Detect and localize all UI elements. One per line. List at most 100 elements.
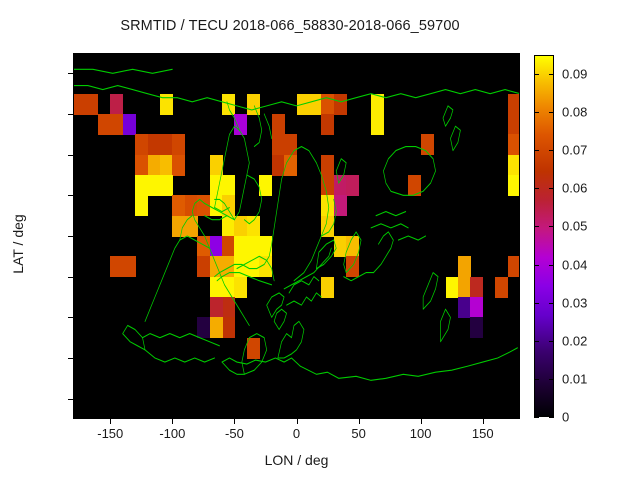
- heatmap-cell: [321, 276, 335, 298]
- colorbar-tick: [534, 188, 539, 190]
- colorbar-tick-label: 0.04: [562, 257, 588, 273]
- y-tick: [68, 195, 73, 197]
- colorbar-tick-label: 0: [562, 409, 570, 425]
- heatmap-cell: [73, 93, 87, 115]
- colorbar-tick: [534, 74, 539, 76]
- x-tick: [234, 419, 236, 424]
- heatmap-cell: [172, 134, 186, 156]
- colorbar-tick: [549, 302, 554, 304]
- coastline-svg: [73, 68, 520, 381]
- chart-title: SRMTID / TECU 2018-066_58830-2018-066_59…: [120, 18, 460, 34]
- heatmap-cell: [259, 256, 273, 278]
- map-plot-area[interactable]: [73, 53, 520, 419]
- heatmap-cell: [209, 175, 223, 196]
- heatmap-cell-layer: [73, 53, 520, 419]
- heatmap-cell: [321, 175, 335, 196]
- heatmap-cell: [172, 215, 186, 237]
- heatmap-cell: [159, 134, 173, 156]
- heatmap-cell: [445, 276, 459, 298]
- x-axis-label: LON / deg: [264, 452, 329, 468]
- heatmap-cell: [110, 114, 124, 135]
- heatmap-cell: [184, 195, 198, 217]
- heatmap-cell: [147, 134, 161, 156]
- heatmap-cell: [159, 154, 173, 176]
- heatmap-cell: [209, 276, 223, 298]
- heatmap-cell: [135, 195, 149, 217]
- colorbar-tick: [534, 264, 539, 266]
- colorbar-tick: [549, 74, 554, 76]
- colorbar-tick: [549, 150, 554, 152]
- colorbar-tick: [534, 417, 539, 418]
- heatmap-cell: [222, 236, 236, 257]
- heatmap-cell: [222, 215, 236, 237]
- heatmap-cell: [371, 93, 385, 115]
- heatmap-cell: [321, 114, 335, 135]
- x-tick-label: 100: [409, 426, 432, 441]
- heatmap-cell: [507, 256, 520, 278]
- heatmap-cell: [209, 297, 223, 318]
- heatmap-cell: [122, 256, 136, 278]
- y-tick: [68, 236, 73, 237]
- heatmap-cell: [271, 114, 285, 135]
- x-tick: [358, 419, 360, 424]
- colorbar-tick-label: 0.08: [562, 104, 588, 120]
- heatmap-cell: [333, 236, 347, 257]
- heatmap-cell: [284, 154, 298, 176]
- heatmap-cell: [333, 93, 347, 115]
- heatmap-cell: [159, 175, 173, 196]
- heatmap-cell: [222, 195, 236, 217]
- x-tick: [172, 419, 174, 424]
- x-tick: [296, 419, 298, 424]
- x-tick-label: -150: [97, 426, 124, 441]
- heatmap-cell: [470, 297, 484, 318]
- heatmap-cell: [159, 93, 173, 115]
- heatmap-cell: [209, 154, 223, 176]
- heatmap-cell: [271, 154, 285, 176]
- heatmap-cell: [234, 215, 248, 237]
- heatmap-cell: [346, 175, 360, 196]
- heatmap-cell: [135, 134, 149, 156]
- heatmap-cell: [147, 154, 161, 176]
- heatmap-cell: [197, 256, 211, 278]
- colorbar-tick-label: 0.05: [562, 218, 588, 234]
- colorbar-tick-label: 0.09: [562, 66, 588, 82]
- heatmap-cell: [246, 236, 260, 257]
- heatmap-cell: [209, 317, 223, 339]
- heatmap-cell: [122, 114, 136, 135]
- x-tick-label: -100: [159, 426, 186, 441]
- heatmap-cell: [222, 175, 236, 196]
- x-tick: [482, 419, 484, 424]
- heatmap-cell: [222, 317, 236, 339]
- heatmap-cell: [507, 154, 520, 176]
- colorbar-tick-label: 0.01: [562, 371, 588, 387]
- colorbar-tick: [549, 264, 554, 266]
- heatmap-cell: [507, 93, 520, 115]
- colorbar[interactable]: [534, 55, 554, 417]
- x-tick: [110, 419, 112, 424]
- heatmap-cell: [135, 154, 149, 176]
- colorbar-tick-label: 0.03: [562, 295, 588, 311]
- colorbar-tick: [549, 226, 554, 228]
- heatmap-cell: [85, 93, 99, 115]
- heatmap-cell: [259, 175, 273, 196]
- heatmap-cell: [321, 195, 335, 217]
- heatmap-cell: [507, 175, 520, 196]
- heatmap-cell: [371, 114, 385, 135]
- heatmap-cell: [333, 175, 347, 196]
- coastline-layer: [73, 53, 520, 419]
- heatmap-cell: [246, 215, 260, 237]
- heatmap-cell: [308, 93, 322, 115]
- y-tick: [68, 358, 73, 359]
- heatmap-cell: [457, 256, 471, 278]
- heatmap-cell: [284, 134, 298, 156]
- y-tick: [68, 276, 73, 278]
- heatmap-cell: [110, 256, 124, 278]
- heatmap-cell: [172, 195, 186, 217]
- x-tick-label: 0: [292, 426, 301, 441]
- colorbar-tick: [534, 226, 539, 228]
- colorbar-tick: [549, 188, 554, 190]
- heatmap-cell: [147, 175, 161, 196]
- heatmap-cell: [507, 114, 520, 135]
- heatmap-cell: [135, 175, 149, 196]
